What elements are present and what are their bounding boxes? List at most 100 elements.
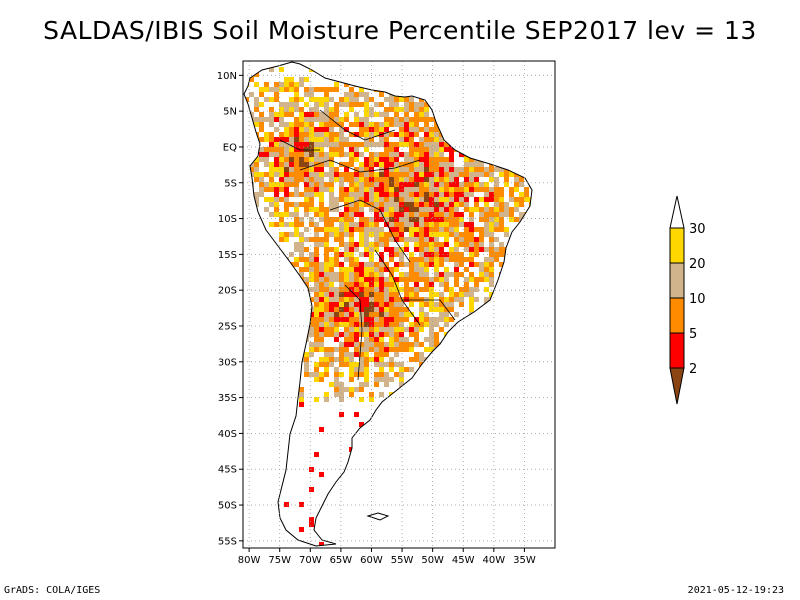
moisture-cell [509, 427, 514, 432]
moisture-cell [314, 127, 319, 132]
moisture-cell [264, 82, 269, 87]
moisture-cell [444, 267, 449, 272]
longitude-axis: 80W 75W 70W 65W 60W 55W 50W 45W 40W 35W [238, 548, 536, 566]
moisture-cell [489, 192, 494, 197]
moisture-cell [509, 192, 514, 197]
moisture-cell [474, 397, 479, 402]
moisture-cell [339, 242, 344, 247]
moisture-cell [459, 182, 464, 187]
moisture-cell [434, 127, 439, 132]
moisture-cell [394, 362, 399, 367]
moisture-cell [304, 127, 309, 132]
moisture-cell [489, 387, 494, 392]
moisture-cell [334, 102, 339, 107]
moisture-cell [499, 262, 504, 267]
moisture-cell [464, 132, 469, 137]
moisture-cell [449, 152, 454, 157]
moisture-cell [329, 122, 334, 127]
moisture-cell [419, 147, 424, 152]
moisture-cell [529, 257, 532, 262]
moisture-cell [264, 137, 269, 142]
moisture-cell [494, 92, 499, 97]
moisture-cell [309, 262, 314, 267]
moisture-cell [329, 97, 334, 102]
moisture-cell [389, 182, 394, 187]
moisture-cell [389, 347, 394, 352]
moisture-cell [429, 92, 434, 97]
moisture-cell [474, 427, 479, 432]
moisture-cell [254, 487, 259, 492]
moisture-cell [439, 282, 444, 287]
moisture-cell [289, 307, 294, 312]
moisture-cell [404, 307, 409, 312]
moisture-cell [539, 367, 544, 372]
moisture-cell [434, 247, 439, 252]
moisture-cell [474, 202, 479, 207]
moisture-cell [334, 332, 339, 337]
moisture-cell [374, 267, 379, 272]
moisture-cell [284, 207, 289, 212]
moisture-cell [309, 342, 314, 347]
moisture-cell [464, 222, 469, 227]
moisture-cell [359, 162, 364, 167]
moisture-cell [439, 202, 444, 207]
moisture-cell [424, 277, 429, 282]
moisture-cell [379, 212, 384, 217]
moisture-cell [349, 177, 354, 182]
moisture-cell [279, 122, 284, 127]
moisture-cell [474, 327, 479, 332]
moisture-cell [264, 397, 269, 402]
moisture-cell [364, 237, 369, 242]
moisture-cell [249, 152, 254, 157]
moisture-cell [309, 202, 314, 207]
moisture-cell [299, 142, 304, 147]
moisture-cell [489, 177, 494, 182]
moisture-cell [419, 502, 424, 507]
moisture-cell [489, 257, 494, 262]
moisture-cell [354, 322, 359, 327]
moisture-cell [244, 147, 249, 152]
moisture-cell [524, 352, 529, 357]
moisture-cell [374, 182, 379, 187]
moisture-cell [274, 82, 279, 87]
moisture-cell [299, 172, 304, 177]
moisture-cell [494, 367, 499, 372]
moisture-cell [474, 197, 479, 202]
moisture-cell [514, 317, 519, 322]
moisture-cell [409, 157, 414, 162]
moisture-cell [299, 542, 304, 546]
moisture-cell [444, 302, 449, 307]
moisture-cell [379, 232, 384, 237]
moisture-cell [409, 312, 414, 317]
moisture-cell [419, 287, 424, 292]
moisture-cell [454, 137, 459, 142]
moisture-cell [534, 177, 539, 182]
moisture-cell [519, 392, 524, 397]
moisture-cell [414, 237, 419, 242]
moisture-cell [469, 142, 474, 147]
moisture-cell [504, 292, 509, 297]
moisture-cell [454, 177, 459, 182]
moisture-cell [259, 112, 264, 117]
moisture-cell [274, 162, 279, 167]
moisture-cell [484, 97, 489, 102]
moisture-cell [454, 267, 459, 272]
moisture-cell [434, 197, 439, 202]
moisture-cell [439, 117, 444, 122]
moisture-cell [314, 252, 319, 257]
moisture-cell [504, 227, 509, 232]
moisture-cell [459, 122, 464, 127]
moisture-cell [369, 157, 374, 162]
moisture-cell [319, 307, 324, 312]
colorbar-label: 30 [689, 222, 706, 237]
moisture-cell [329, 352, 334, 357]
moisture-cell [399, 167, 404, 172]
moisture-cell [349, 267, 354, 272]
moisture-cell [374, 332, 379, 337]
moisture-cell [474, 127, 479, 132]
moisture-cell [294, 87, 299, 92]
country-border [374, 249, 421, 326]
moisture-cell [319, 152, 324, 157]
moisture-cell [419, 177, 424, 182]
moisture-cell [384, 347, 389, 352]
